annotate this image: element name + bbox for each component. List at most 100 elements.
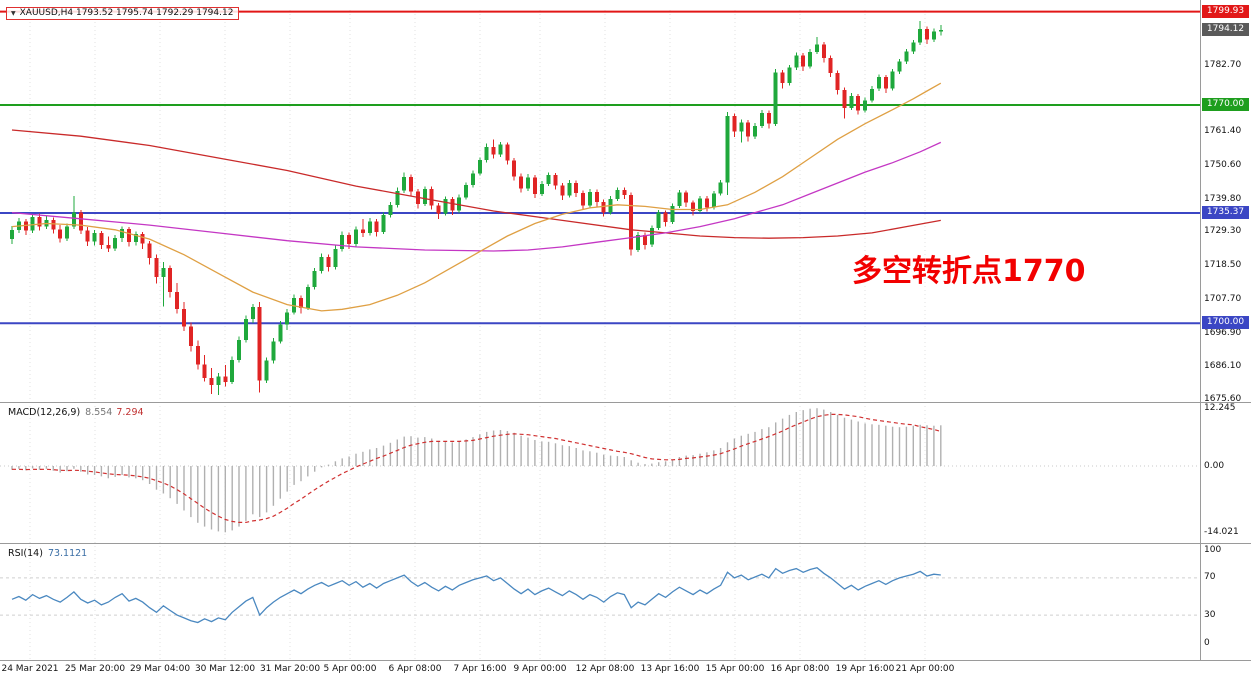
rsi-name-label: RSI(14) xyxy=(8,548,43,559)
candle-bullish xyxy=(725,116,730,183)
candle-bearish xyxy=(78,212,83,231)
candle-bearish xyxy=(553,175,558,186)
candle-bullish xyxy=(546,175,551,184)
candle-bullish xyxy=(904,51,909,62)
candle-bearish xyxy=(360,229,365,234)
candle-bullish xyxy=(890,71,895,89)
candle-bullish xyxy=(698,198,702,212)
candle-bearish xyxy=(732,116,737,132)
candle-bullish xyxy=(230,359,235,382)
candle-bearish xyxy=(821,44,826,59)
candles-layer xyxy=(10,21,943,396)
candle-bearish xyxy=(209,377,214,385)
candle-bearish xyxy=(574,183,579,193)
candle-bearish xyxy=(801,55,806,67)
candle-bullish xyxy=(636,234,641,250)
candle-bearish xyxy=(182,309,186,327)
candle-bullish xyxy=(133,233,138,243)
candle-bullish xyxy=(457,197,462,211)
candle-bullish xyxy=(443,199,448,214)
candle-bullish xyxy=(354,229,358,245)
candle-bullish xyxy=(340,234,345,250)
candle-bullish xyxy=(911,42,916,52)
candle-bearish xyxy=(202,364,207,378)
candle-bearish xyxy=(429,189,434,206)
candle-bullish xyxy=(92,233,97,242)
rsi-value: 73.1121 xyxy=(47,548,88,559)
candle-bullish xyxy=(526,177,530,189)
candle-bullish xyxy=(71,212,76,227)
candle-bearish xyxy=(581,193,585,206)
candle-bullish xyxy=(312,271,317,288)
macd-name-label: MACD(12,26,9) xyxy=(8,407,81,418)
candle-bullish xyxy=(278,324,283,342)
candle-bullish xyxy=(388,204,393,215)
candle-bearish xyxy=(23,221,28,231)
rsi-indicator-label: RSI(14) 73.1121 xyxy=(8,548,87,559)
candle-bearish xyxy=(374,221,379,232)
collapse-icon[interactable]: ▼ xyxy=(11,9,16,17)
candle-bullish xyxy=(870,88,874,101)
candle-bullish xyxy=(656,212,661,228)
candle-bullish xyxy=(938,29,943,32)
candle-bearish xyxy=(828,58,833,73)
candle-bullish xyxy=(753,125,757,137)
candle-bullish xyxy=(773,72,778,124)
macd-indicator-label: MACD(12,26,9) 8.554 7.294 xyxy=(8,407,144,418)
ma-slow-red xyxy=(11,129,941,239)
candle-bullish xyxy=(863,100,868,111)
candle-bearish xyxy=(505,144,510,161)
candle-bearish xyxy=(147,243,152,259)
candle-bullish xyxy=(567,183,572,196)
candle-bullish xyxy=(113,237,118,249)
candle-bearish xyxy=(835,72,840,91)
symbol-info-box: ▼ XAUUSD,H4 1793.52 1795.74 1792.29 1794… xyxy=(6,7,240,20)
macd-value-main: 8.554 xyxy=(85,407,113,418)
candle-bearish xyxy=(622,189,627,196)
candle-bullish xyxy=(876,77,881,89)
candle-bullish xyxy=(237,340,241,360)
candle-bullish xyxy=(264,360,269,381)
candle-bullish xyxy=(739,122,744,132)
candle-bullish xyxy=(319,256,324,272)
candle-bearish xyxy=(106,245,111,249)
turning-point-annotation: 多空转折点1770 xyxy=(852,254,1086,289)
candle-bearish xyxy=(704,198,709,208)
candle-bearish xyxy=(691,202,696,211)
candle-bullish xyxy=(615,189,620,199)
candle-bullish xyxy=(65,226,69,239)
candle-bearish xyxy=(85,230,90,242)
macd-value-signal: 7.294 xyxy=(116,407,144,418)
candle-bearish xyxy=(491,147,496,155)
candle-bearish xyxy=(436,205,441,214)
macd-indicator-layer xyxy=(0,408,1200,533)
candle-bullish xyxy=(161,267,166,277)
candle-bearish xyxy=(168,267,173,292)
candle-bullish xyxy=(794,55,799,68)
candle-bearish xyxy=(780,72,785,84)
candle-bullish xyxy=(718,182,723,194)
moving-averages-layer xyxy=(11,82,942,312)
candle-bullish xyxy=(292,297,297,313)
candle-bullish xyxy=(402,177,407,191)
ma-fast-orange xyxy=(11,82,942,312)
candle-bullish xyxy=(587,192,592,206)
candle-bearish xyxy=(519,176,524,189)
candle-bullish xyxy=(484,147,489,161)
candle-bearish xyxy=(842,90,847,108)
rsi-line xyxy=(11,566,941,624)
ma-mid-magenta xyxy=(11,141,942,252)
candle-bearish xyxy=(127,229,131,243)
macd-signal-line xyxy=(12,413,941,524)
candle-bearish xyxy=(560,185,565,196)
candle-bearish xyxy=(347,234,352,245)
candle-bearish xyxy=(450,199,455,211)
candle-bearish xyxy=(601,202,606,213)
candle-bullish xyxy=(471,173,475,186)
candle-bullish xyxy=(815,44,819,52)
candle-bearish xyxy=(643,234,647,245)
candle-bearish xyxy=(326,256,331,268)
candle-bearish xyxy=(51,219,56,230)
candle-bullish xyxy=(677,192,682,206)
